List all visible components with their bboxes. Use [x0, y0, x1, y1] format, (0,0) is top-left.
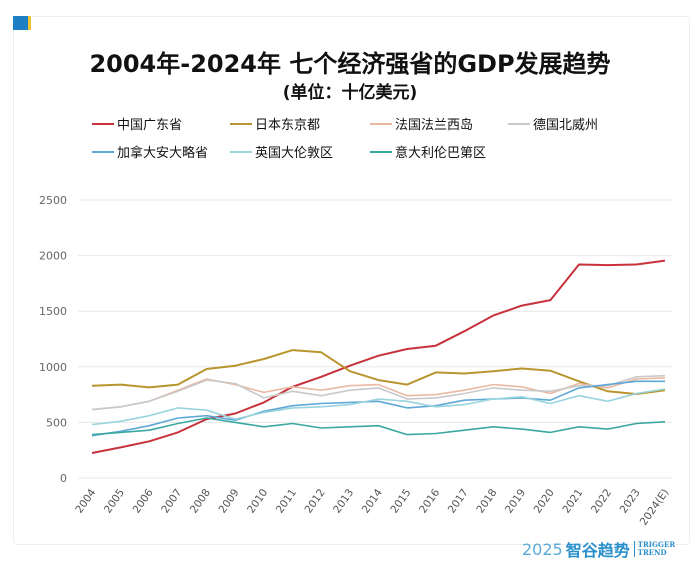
legend-label: 德国北威州 — [533, 118, 599, 133]
x-tick-label: 2016 — [417, 487, 442, 516]
legend-label: 英国大伦敦区 — [255, 146, 334, 161]
x-tick-label: 2013 — [331, 487, 356, 516]
y-tick-label: 0 — [60, 472, 67, 485]
x-tick-label: 2014 — [360, 487, 385, 516]
x-tick-label: 2023 — [618, 487, 643, 516]
x-tick-label: 2004 — [73, 487, 98, 516]
y-tick-label: 2500 — [39, 194, 67, 207]
brand-year: 2025 — [522, 539, 563, 559]
x-tick-label: 2024(E) — [638, 487, 672, 528]
chart-subtitle: (单位：十亿美元) — [282, 83, 418, 103]
chart-card — [13, 16, 690, 545]
legend-item: 英国大伦敦区 — [230, 142, 333, 161]
legend-item: 法国法兰西岛 — [370, 114, 473, 133]
y-tick-label: 1000 — [39, 361, 67, 374]
x-tick-label: 2011 — [274, 487, 299, 516]
brand-en-2: TREND — [637, 548, 667, 557]
legend-swatch — [92, 122, 114, 125]
legend-swatch — [230, 122, 252, 125]
legend-swatch — [92, 150, 114, 153]
x-tick-label: 2019 — [503, 487, 528, 516]
x-tick-label: 2018 — [474, 487, 499, 516]
series-line-1 — [91, 349, 666, 395]
series-line-5 — [91, 388, 666, 426]
x-tick-label: 2012 — [302, 487, 327, 516]
x-tick-label: 2021 — [560, 487, 585, 516]
series-line-6 — [91, 417, 666, 436]
brand-en-1: TRIGGER — [637, 540, 676, 549]
legend-item: 意大利伦巴第区 — [370, 142, 486, 161]
legend-label: 中国广东省 — [117, 118, 183, 133]
x-tick-label: 2017 — [446, 487, 471, 516]
legend-item: 德国北威州 — [508, 114, 598, 133]
x-tick-label: 2005 — [102, 487, 127, 516]
x-tick-label: 2022 — [589, 487, 614, 516]
x-tick-label: 2020 — [532, 487, 557, 516]
x-tick-label: 2015 — [388, 487, 413, 516]
series-line-3 — [91, 374, 666, 411]
x-tick-label: 2008 — [188, 487, 213, 516]
x-tick-label: 2009 — [217, 487, 242, 516]
legend-item: 中国广东省 — [92, 114, 182, 133]
legend-item: 日本东京都 — [230, 114, 320, 133]
legend-label: 加拿大安大略省 — [117, 146, 209, 161]
x-tick-label: 2010 — [245, 487, 270, 516]
brand-en: TRIGGER TREND — [633, 540, 676, 557]
y-tick-label: 2000 — [39, 250, 67, 263]
x-tick-label: 2007 — [159, 487, 184, 516]
legend-swatch — [370, 122, 392, 125]
corner-logo-icon — [13, 16, 31, 30]
series-line-0 — [91, 259, 666, 454]
legend-label: 法国法兰西岛 — [395, 118, 474, 133]
y-tick-label: 500 — [46, 416, 67, 429]
legend-swatch — [370, 150, 392, 153]
legend-item: 加拿大安大略省 — [92, 142, 208, 161]
y-tick-label: 1500 — [39, 305, 67, 318]
brand-name: 智谷趋势 — [565, 541, 630, 560]
chart-title: 2004年-2024年 七个经济强省的GDP发展趋势 — [89, 50, 611, 78]
legend-label: 日本东京都 — [255, 118, 321, 133]
legend-label: 意大利伦巴第区 — [395, 146, 487, 161]
brand-logo: 2025 智谷趋势 TRIGGER TREND — [522, 537, 675, 561]
series-line-2 — [91, 377, 666, 411]
x-tick-label: 2006 — [131, 487, 156, 516]
series-line-4 — [91, 380, 665, 437]
legend-swatch — [508, 122, 530, 125]
legend-swatch — [230, 150, 252, 153]
